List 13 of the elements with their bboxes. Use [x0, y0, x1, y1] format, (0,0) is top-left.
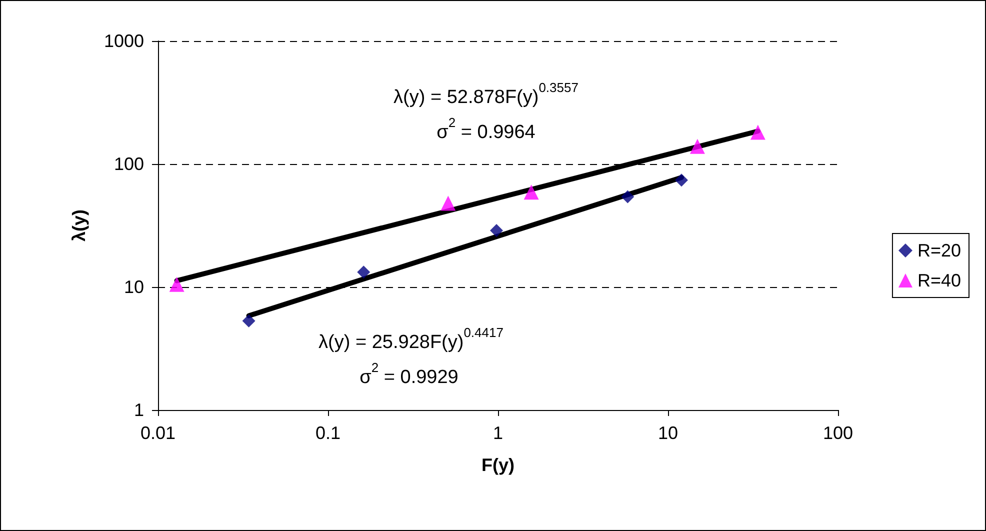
- x-tick-label: 0.1: [315, 423, 341, 443]
- legend-label: R=20: [917, 240, 962, 260]
- y-tick-label: 1: [134, 400, 144, 420]
- x-tick-label: 1: [492, 423, 504, 443]
- x-tick-label: 10: [658, 423, 678, 443]
- y-tick-label: 1000: [104, 31, 144, 51]
- x-tick-label: 100: [822, 423, 854, 443]
- x-axis-title: F(y): [482, 455, 514, 475]
- x-tick-label: 0.01: [140, 423, 176, 443]
- y-tick-label: 10: [124, 277, 144, 297]
- y-tick-label: 100: [114, 154, 144, 174]
- legend-label: R=40: [917, 270, 962, 290]
- y-axis-title: λ(y): [69, 209, 89, 242]
